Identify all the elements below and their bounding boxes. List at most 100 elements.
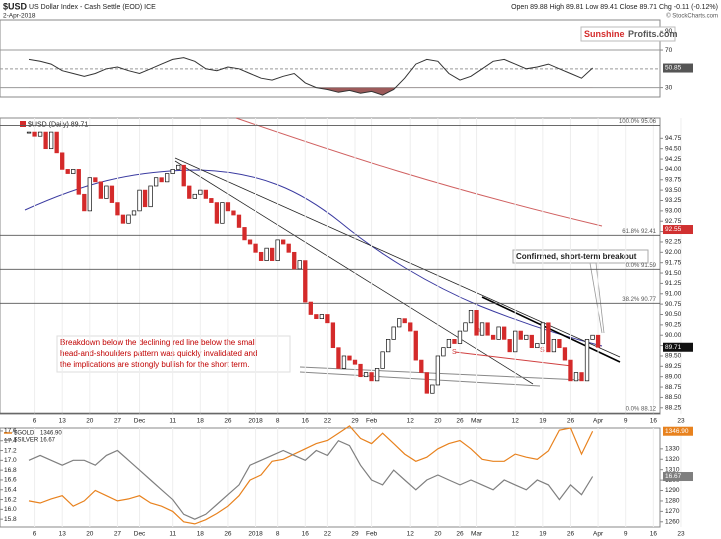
x-tick-label: 12	[512, 531, 520, 538]
y-tick-label: 88.50	[665, 394, 682, 401]
x-tick-label: 18	[197, 418, 205, 425]
candle	[584, 339, 590, 382]
candle	[341, 355, 347, 369]
x-tick-label: 6	[33, 531, 37, 538]
candle	[181, 164, 186, 187]
candle	[408, 322, 413, 332]
value-box	[663, 342, 693, 352]
x-tick-label: 9	[624, 418, 628, 425]
y-tick-label: 88.75	[665, 384, 682, 391]
candle	[170, 169, 175, 174]
candle	[391, 326, 396, 340]
x-tick-label: Feb	[366, 531, 378, 538]
support-line	[299, 371, 541, 387]
breakout-line	[481, 296, 621, 363]
y-tick-label: 1280	[665, 498, 680, 505]
x-tick-label: 22	[324, 531, 332, 538]
candle	[209, 198, 214, 203]
y-tick-label: 89.00	[665, 373, 682, 380]
x-tick-label: 19	[539, 418, 547, 425]
candle	[54, 131, 59, 154]
x-tick-label: 2018	[248, 531, 263, 538]
legend-swatch	[20, 121, 26, 127]
y-tick-label: 94.75	[665, 135, 682, 142]
candle	[590, 334, 595, 340]
candle	[281, 239, 286, 245]
x-tick-label: 12	[407, 418, 415, 425]
y-tick-label: 93.00	[665, 208, 682, 215]
y-tick-label: 17.6	[4, 428, 17, 435]
x-tick-label: 20	[86, 531, 94, 538]
candle	[258, 251, 264, 261]
trend-line	[174, 157, 621, 358]
y-tick-label: 90.00	[665, 332, 682, 339]
candle	[502, 326, 507, 340]
x-tick-label: 9	[624, 531, 628, 538]
candle	[192, 193, 197, 199]
x-tick-label: 8	[276, 418, 280, 425]
candle	[319, 314, 325, 319]
x-tick-label: 13	[59, 531, 67, 538]
candle	[242, 227, 247, 241]
candle	[98, 181, 104, 199]
x-tick-label: Feb	[366, 418, 378, 425]
candle	[474, 310, 479, 336]
y-tick-label: 88.25	[665, 405, 682, 412]
y-tick-label: 91.50	[665, 270, 682, 277]
y-tick-label: 93.50	[665, 187, 682, 194]
series-line	[28, 439, 594, 520]
candle	[479, 322, 485, 336]
x-tick-label: 18	[197, 531, 205, 538]
legend-value: 1346.90	[40, 431, 62, 437]
candle	[253, 243, 258, 253]
candle	[148, 185, 153, 208]
y-tick-label: 91.00	[665, 290, 682, 297]
value-box	[663, 426, 693, 436]
x-tick-label: Mar	[471, 531, 483, 538]
x-tick-label: 27	[114, 418, 122, 425]
fib-label: 100.0% 95.06	[619, 119, 657, 125]
candle	[490, 334, 496, 340]
value-box-label: 1346.90	[665, 428, 689, 435]
candle	[275, 239, 280, 261]
y-tick-label: 94.25	[665, 156, 682, 163]
candle	[402, 318, 407, 324]
y-tick-label: 1260	[665, 519, 680, 526]
candle	[48, 131, 54, 150]
candle	[82, 193, 87, 212]
x-tick-label: 27	[114, 531, 122, 538]
y-tick-label: 92.75	[665, 218, 682, 225]
candle	[330, 322, 336, 349]
logo-part: Profits.com	[628, 29, 678, 39]
candle	[557, 339, 562, 349]
candle	[137, 189, 142, 212]
pointer-line	[595, 262, 605, 334]
x-tick-label: 20	[86, 418, 94, 425]
y-tick-label: 90.25	[665, 322, 682, 329]
candle	[26, 131, 32, 134]
y-tick-label: 89.25	[665, 363, 682, 370]
y-tick-label: 1270	[665, 508, 680, 515]
candle	[513, 330, 518, 353]
candle	[551, 339, 557, 353]
x-tick-label: Apr	[593, 418, 604, 425]
legend-entry: $GOLD	[14, 431, 35, 437]
candle	[352, 359, 358, 365]
candle	[435, 355, 441, 386]
annotation-line: the implications are strongly bullish fo…	[60, 360, 249, 369]
annotation-line: head-and-shoulders pattern was quickly i…	[60, 349, 257, 358]
y-tick-label: 1310	[665, 466, 680, 473]
y-tick-label: 1330	[665, 446, 680, 453]
candle	[225, 202, 231, 212]
candle	[32, 131, 37, 137]
x-tick-label: 29	[351, 531, 359, 538]
metals-panel	[0, 427, 661, 528]
y-tick-label: 15.8	[4, 516, 17, 523]
y-tick-label: 91.75	[665, 259, 682, 266]
candle	[198, 189, 203, 195]
x-tick-label: 23	[677, 418, 685, 425]
candle	[374, 368, 380, 382]
candle	[579, 372, 584, 382]
candle	[441, 347, 446, 357]
candle	[485, 322, 490, 336]
